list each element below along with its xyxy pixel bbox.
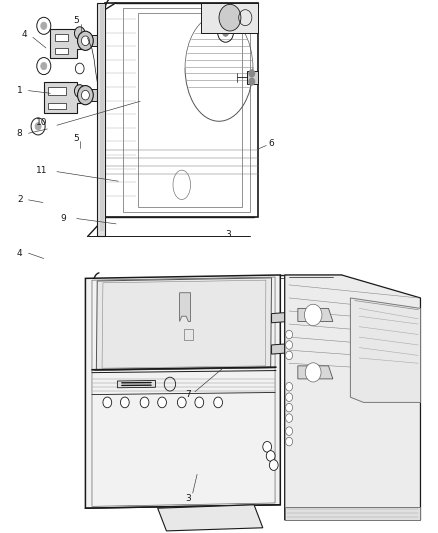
Polygon shape [48,87,66,95]
Polygon shape [272,344,289,354]
Polygon shape [298,366,333,379]
Text: 3: 3 [185,494,191,503]
Circle shape [81,36,89,46]
Polygon shape [55,47,68,54]
Circle shape [286,427,293,435]
Circle shape [263,441,272,452]
Polygon shape [247,71,258,84]
Text: 8: 8 [17,129,23,138]
Circle shape [120,397,129,408]
Circle shape [249,78,255,85]
Polygon shape [55,34,68,41]
Text: 5: 5 [74,16,80,25]
Circle shape [41,22,47,29]
Polygon shape [117,381,155,388]
Polygon shape [97,3,105,237]
Text: 10: 10 [36,118,47,127]
Circle shape [286,437,293,446]
Circle shape [177,397,186,408]
Circle shape [219,4,241,31]
Polygon shape [285,275,420,520]
Text: 4: 4 [21,30,27,39]
Circle shape [304,304,322,326]
Circle shape [140,397,149,408]
Polygon shape [285,507,420,520]
Circle shape [305,363,321,382]
Polygon shape [272,312,289,323]
Circle shape [78,85,93,104]
Circle shape [81,90,89,100]
Circle shape [214,397,223,408]
Circle shape [74,85,85,98]
Text: 2: 2 [17,196,22,204]
Polygon shape [85,35,103,46]
Polygon shape [44,82,88,113]
Circle shape [223,29,229,36]
Circle shape [286,341,293,349]
Polygon shape [50,29,88,59]
Circle shape [286,330,293,339]
Text: 7: 7 [185,390,191,399]
Polygon shape [158,505,263,531]
Circle shape [286,383,293,391]
Circle shape [269,460,278,471]
Polygon shape [350,298,420,402]
Circle shape [195,397,204,408]
Circle shape [286,414,293,422]
Polygon shape [298,309,333,321]
Text: 4: 4 [17,249,22,257]
Text: 6: 6 [268,140,275,148]
Text: 11: 11 [36,166,47,175]
Polygon shape [85,275,280,508]
Circle shape [78,31,93,50]
Circle shape [266,450,275,461]
Circle shape [286,351,293,360]
Text: 3: 3 [225,230,231,239]
Circle shape [286,393,293,401]
Text: 9: 9 [60,214,67,223]
Polygon shape [85,89,104,101]
Polygon shape [180,293,191,321]
Circle shape [249,70,255,77]
Text: 5: 5 [74,134,80,143]
Circle shape [74,27,85,39]
Polygon shape [48,103,66,109]
Circle shape [41,62,47,70]
Polygon shape [201,3,258,33]
Polygon shape [96,278,272,370]
Circle shape [35,123,41,130]
Circle shape [103,397,112,408]
Circle shape [286,403,293,412]
Text: 1: 1 [17,86,23,95]
Circle shape [158,397,166,408]
